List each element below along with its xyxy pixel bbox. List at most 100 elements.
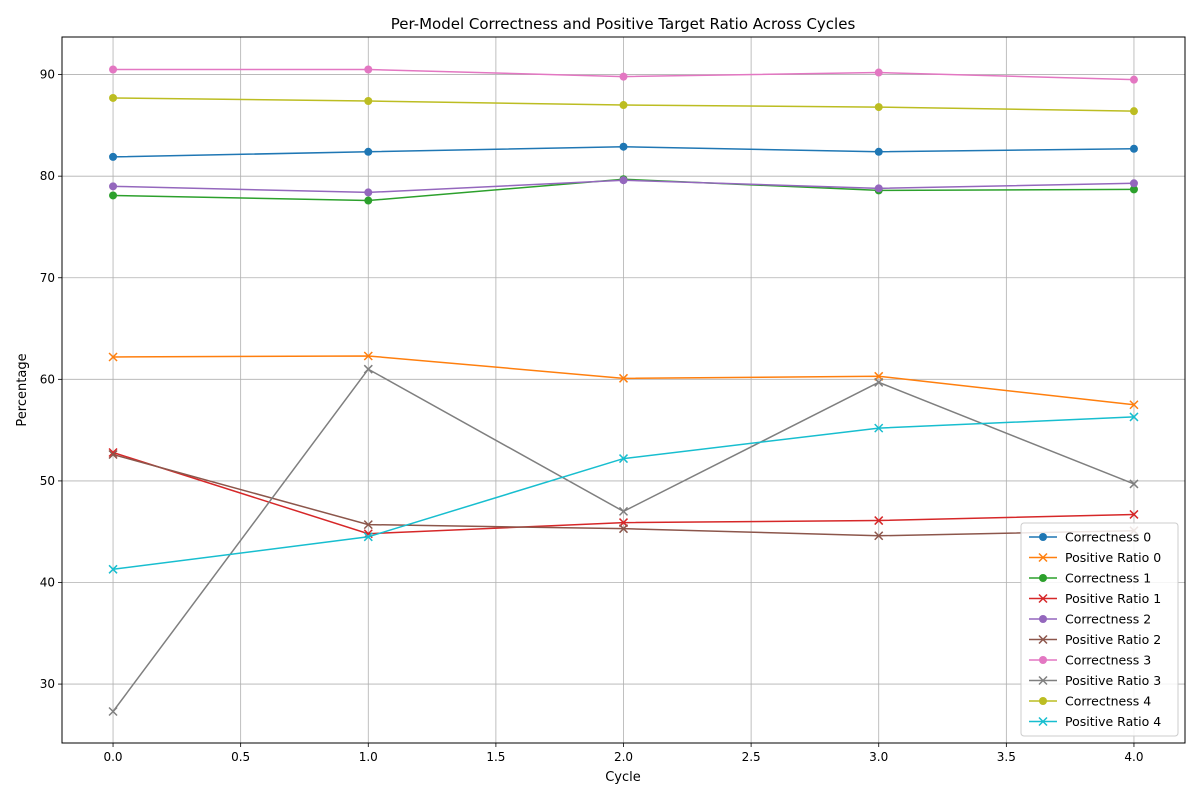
data-point (1129, 107, 1138, 116)
data-point (363, 351, 373, 361)
legend-marker (1038, 593, 1048, 604)
legend-label: Positive Ratio 2 (1065, 632, 1161, 647)
data-point (874, 516, 884, 526)
data-point (618, 373, 629, 383)
x-tick-label: 2.0 (614, 750, 633, 764)
legend: Correctness 0 Positive Ratio 0 Correctness… (1020, 522, 1179, 737)
y-tick-label: 40 (40, 575, 55, 589)
y-tick-label: 60 (40, 372, 55, 386)
data-point (364, 147, 373, 156)
data-point (1129, 509, 1139, 519)
data-point (364, 96, 373, 105)
legend-marker (1039, 697, 1047, 705)
legend-marker (1039, 615, 1047, 623)
data-point (619, 176, 628, 185)
y-axis: 30 40 50 60 70 80 90 (40, 68, 62, 691)
x-tick-label: 1.0 (359, 750, 378, 764)
chart-title: Per-Model Correctness and Positive Targe… (391, 15, 856, 33)
legend-marker (1039, 574, 1047, 582)
x-tick-label: 0.5 (231, 750, 250, 764)
y-tick-label: 90 (40, 68, 55, 82)
series-0 (109, 142, 1138, 161)
data-point (619, 101, 628, 110)
series-8 (109, 93, 1138, 116)
legend-label: Correctness 0 (1065, 530, 1151, 545)
data-point (874, 147, 883, 156)
data-point (874, 423, 884, 433)
legend-item: Positive Ratio 2 (1029, 632, 1161, 647)
legend-label: Positive Ratio 0 (1065, 550, 1161, 565)
series-7 (108, 364, 1139, 717)
data-point (874, 377, 884, 387)
data-point (109, 182, 118, 191)
data-point (1129, 400, 1139, 410)
legend-label: Positive Ratio 3 (1065, 673, 1161, 688)
data-point (619, 72, 628, 81)
data-point (108, 564, 118, 574)
legend-marker (1038, 552, 1048, 563)
legend-item: Positive Ratio 3 (1029, 673, 1161, 688)
x-tick-label: 0.0 (103, 750, 122, 764)
legend-marker (1038, 675, 1048, 686)
data-point (618, 454, 629, 464)
y-axis-label: Percentage (15, 353, 30, 426)
x-tick-label: 2.5 (742, 750, 761, 764)
x-tick-label: 3.5 (997, 750, 1016, 764)
legend-box (1020, 522, 1179, 737)
series-4 (109, 176, 1138, 197)
y-tick-label: 80 (40, 169, 55, 183)
legend-marker (1039, 656, 1047, 664)
data-point (1129, 412, 1139, 422)
series-layer (108, 65, 1139, 717)
data-point (363, 520, 373, 530)
data-point (108, 706, 118, 717)
legend-label: Positive Ratio 4 (1065, 714, 1161, 729)
data-point (618, 506, 629, 516)
series-9 (108, 412, 1139, 574)
x-tick-label: 1.5 (486, 750, 505, 764)
data-point (1129, 75, 1138, 84)
data-point (874, 184, 883, 193)
legend-item: Correctness 1 (1029, 571, 1151, 586)
x-axis: 0.0 0.5 1.0 1.5 2.0 2.5 3.0 3.5 4.0 (103, 743, 1144, 764)
series-6 (109, 65, 1138, 84)
legend-item: Correctness 2 (1029, 612, 1151, 627)
legend-label: Correctness 1 (1065, 571, 1151, 586)
y-tick-label: 70 (40, 271, 55, 285)
data-point (874, 531, 884, 541)
data-point (363, 364, 373, 374)
y-tick-label: 50 (40, 474, 55, 488)
data-point (618, 524, 629, 534)
legend-item: Correctness 0 (1029, 530, 1151, 545)
legend-marker (1038, 634, 1048, 645)
data-point (1129, 144, 1138, 153)
legend-label: Correctness 4 (1065, 694, 1151, 709)
x-axis-label: Cycle (605, 770, 641, 785)
legend-label: Correctness 2 (1065, 612, 1151, 627)
data-point (108, 449, 118, 460)
data-point (109, 65, 118, 74)
x-tick-label: 3.0 (869, 750, 888, 764)
data-point (109, 152, 118, 161)
data-point (109, 191, 118, 200)
data-point (619, 142, 628, 151)
data-point (874, 68, 883, 77)
legend-label: Correctness 3 (1065, 653, 1151, 668)
data-point (108, 352, 118, 362)
legend-item: Correctness 4 (1029, 694, 1151, 709)
data-point (1129, 185, 1138, 194)
legend-item: Correctness 3 (1029, 653, 1151, 668)
data-point (109, 93, 118, 102)
y-tick-label: 30 (40, 677, 55, 691)
legend-item: Positive Ratio 4 (1029, 714, 1161, 729)
data-point (1129, 479, 1139, 489)
data-point (364, 188, 373, 197)
legend-marker (1039, 533, 1047, 541)
x-tick-label: 4.0 (1124, 750, 1143, 764)
data-point (364, 196, 373, 205)
legend-marker (1038, 716, 1048, 727)
data-point (874, 103, 883, 112)
legend-item: Positive Ratio 0 (1029, 550, 1161, 565)
data-point (1129, 179, 1138, 188)
